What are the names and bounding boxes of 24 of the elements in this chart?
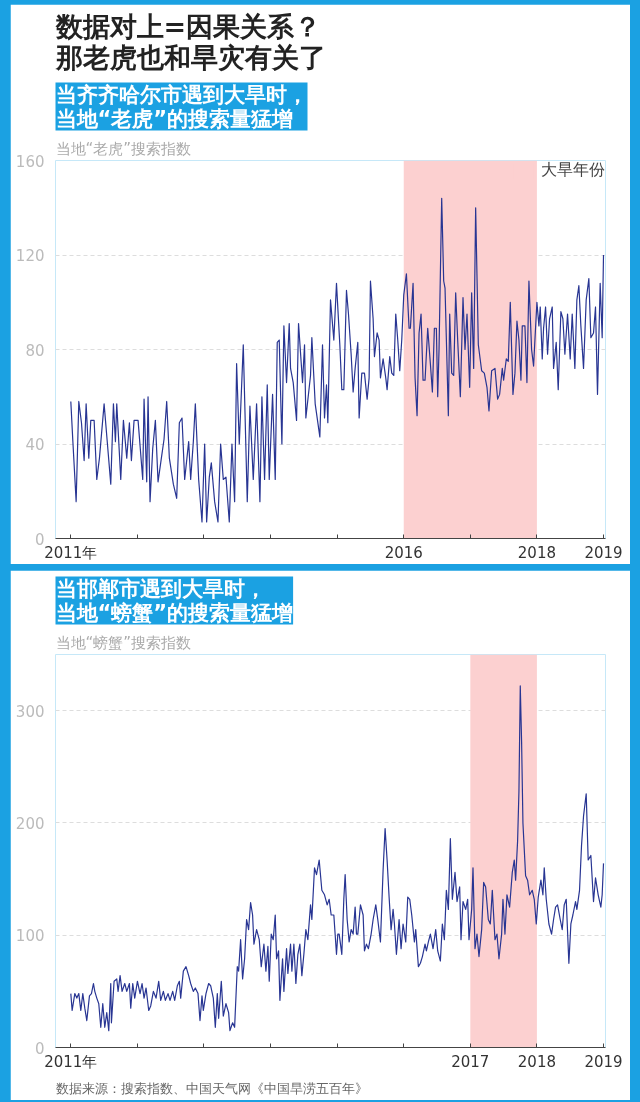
x-tick-label: 2018: [517, 1052, 557, 1071]
band-label: 大旱年份: [541, 160, 605, 181]
y-tick-label: 0: [34, 530, 45, 549]
y-tick-label: 0: [34, 1039, 45, 1058]
x-tick-label: 2011年: [44, 543, 98, 562]
y-tick-label: 100: [15, 927, 45, 946]
chart-title: 数据对上=因果关系？那老虎也和旱灾有关了: [54, 10, 326, 73]
y-tick-label: 300: [15, 702, 45, 721]
x-tick-label: 2019: [584, 543, 623, 562]
y-tick-label: 120: [15, 247, 45, 265]
chart-subtitle: 当齐齐哈尔市遇到大旱时，当地“老虎”的搜索量猛增: [55, 82, 308, 131]
x-tick-label: 2011年: [44, 1052, 98, 1071]
y-tick-label: 40: [25, 436, 45, 454]
y-tick-label: 200: [15, 814, 45, 833]
x-tick-label: 2018: [517, 543, 557, 562]
y-axis-title: 当地“螃蟹”搜索指数: [55, 633, 192, 652]
x-tick-label: 2016: [384, 543, 423, 562]
y-tick-label: 160: [15, 152, 45, 171]
x-tick-label: 2017: [451, 1052, 490, 1071]
source-note: 数据来源：搜索指数、中国天气网《中国旱涝五百年》: [55, 1080, 368, 1096]
y-axis-title: 当地“老虎”搜索指数: [55, 139, 192, 158]
x-tick-label: 2019: [584, 1052, 623, 1071]
y-tick-label: 80: [25, 341, 45, 360]
chart-subtitle: 当邯郸市遇到大旱时，当地“螃蟹”的搜索量猛增: [55, 576, 294, 625]
